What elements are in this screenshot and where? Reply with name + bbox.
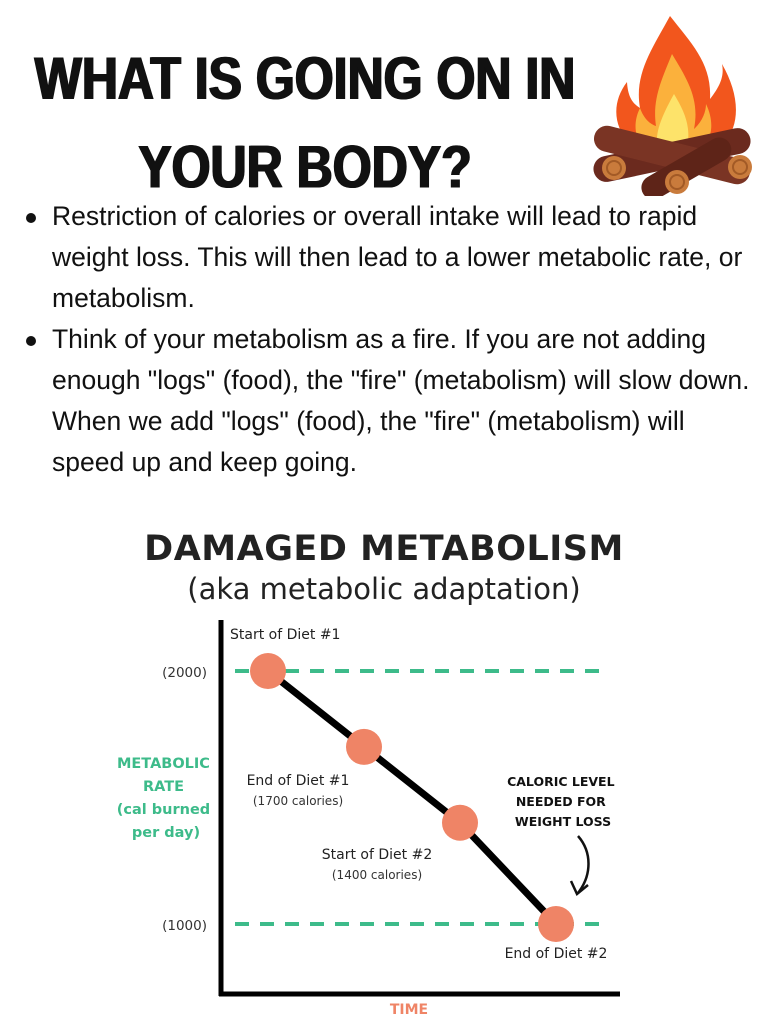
data-point [250, 653, 286, 689]
point-label: Start of Diet #1 [230, 627, 340, 643]
annotation-arrow [577, 835, 590, 894]
point-label: End of Diet #2 [505, 946, 608, 962]
point-sublabel: (1700 calories) [253, 794, 343, 808]
bullet-item: Think of your metabolism as a fire. If y… [22, 319, 762, 483]
chart-subtitle: (aka metabolic adaptation) [187, 572, 581, 606]
point-sublabel: (1400 calories) [332, 868, 422, 882]
x-axis-label: TIME [390, 1002, 428, 1018]
data-point [442, 804, 478, 841]
bullet-list: Restriction of calories or overall intak… [22, 196, 762, 483]
metabolism-chart: (2000) (1000) Start of Diet #1 End of Diet … [117, 620, 620, 1018]
point-label: End of Diet #1 [247, 773, 350, 789]
title-line-1: What is going on in [34, 44, 576, 112]
chart-title: DAMAGED METABOLISM [144, 529, 624, 569]
y-tick-label: (1000) [162, 918, 207, 934]
campfire-icon [593, 16, 752, 196]
annotation: CALORIC LEVEL NEEDED FOR WEIGHT LOSS [507, 774, 619, 829]
arrowhead [569, 880, 589, 896]
point-label: Start of Diet #2 [322, 847, 432, 863]
title-line-2: your body? [138, 133, 472, 201]
data-point [346, 728, 382, 765]
bullet-item: Restriction of calories or overall intak… [22, 196, 762, 319]
y-axis-label: METABOLIC RATE (cal burned per day) [117, 756, 215, 841]
y-tick-label: (2000) [162, 665, 207, 681]
data-point [538, 906, 574, 942]
series-line [265, 668, 559, 927]
page-title: What is going on in your body? [0, 34, 610, 212]
